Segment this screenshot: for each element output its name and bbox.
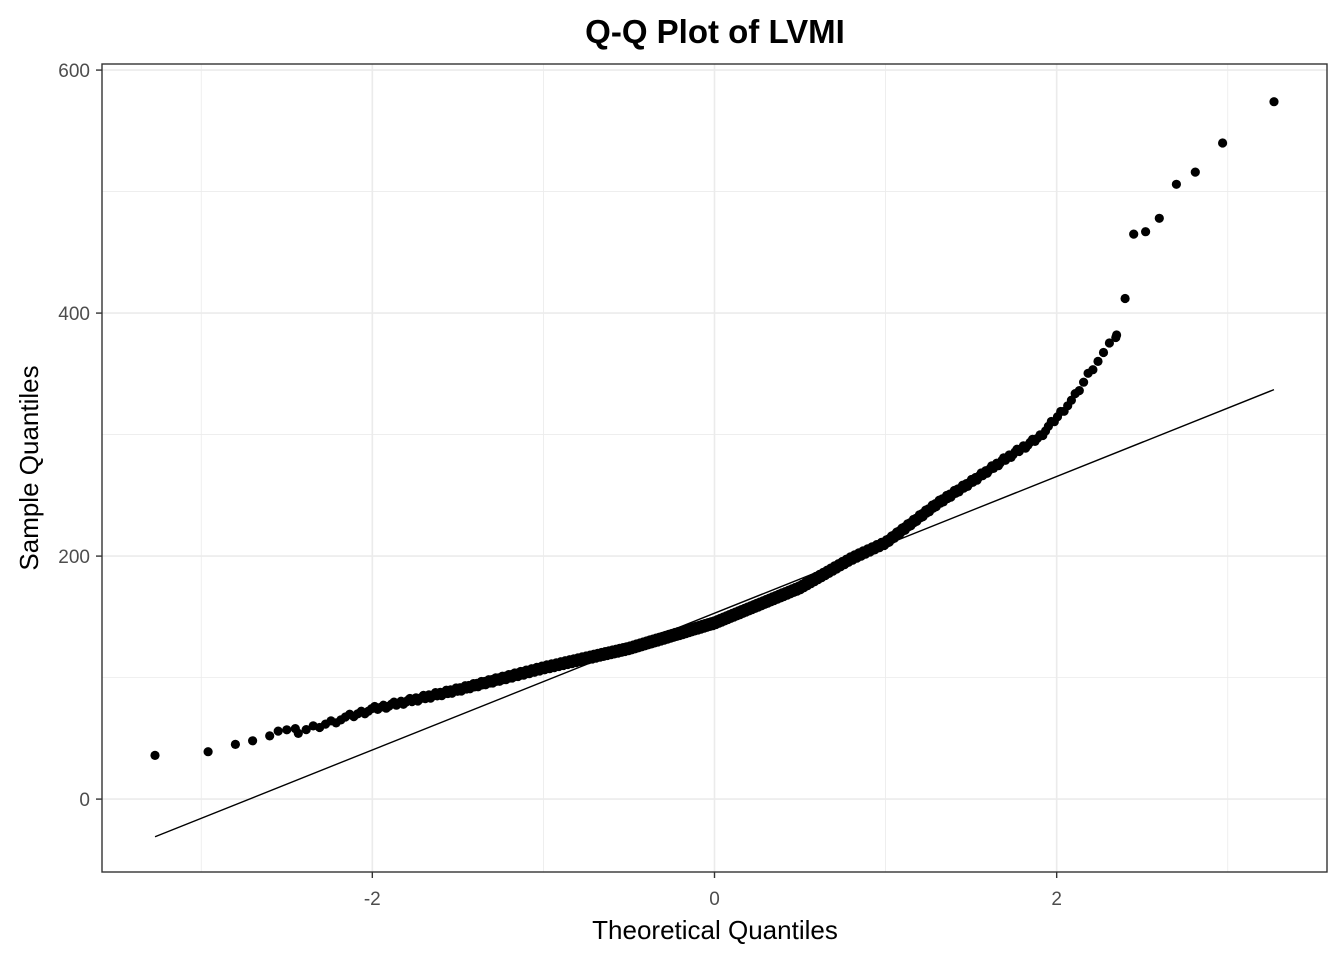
qq-point	[230, 739, 240, 750]
x-tick-label: 2	[1051, 889, 1062, 910]
qq-point	[273, 726, 283, 736]
qq-point	[1088, 365, 1098, 375]
qq-point	[1074, 386, 1084, 396]
y-axis-title: Sample Quantiles	[14, 365, 44, 570]
y-tick-label: 600	[58, 61, 90, 82]
qq-point	[1098, 347, 1109, 358]
qq-point	[203, 747, 213, 757]
major-grid	[102, 64, 1327, 872]
reference-line-layer	[154, 388, 1275, 838]
qq-point	[1190, 167, 1200, 177]
qq-point	[248, 736, 258, 746]
qq-point	[1141, 227, 1151, 237]
qq-point	[265, 731, 275, 741]
qq-point	[1269, 97, 1279, 107]
qq-reference-line	[154, 388, 1275, 838]
x-tick-label: -2	[364, 889, 381, 910]
qq-point	[1093, 356, 1103, 366]
points-layer	[150, 97, 1279, 761]
qq-point	[1218, 138, 1228, 148]
qq-point	[290, 724, 300, 734]
qq-point	[301, 725, 311, 735]
qq-point	[1154, 213, 1164, 223]
qq-point	[1120, 293, 1130, 304]
qq-point	[150, 750, 160, 761]
qq-point	[1104, 338, 1114, 348]
y-axis: 0 200 400 600	[58, 61, 102, 811]
x-axis-title: Theoretical Quantiles	[592, 915, 838, 945]
x-axis: -2 0 2	[364, 872, 1062, 910]
y-tick-label: 400	[58, 304, 90, 325]
y-tick-label: 0	[79, 790, 90, 811]
qq-point	[1171, 179, 1181, 189]
y-tick-label: 200	[58, 547, 90, 568]
x-tick-label: 0	[709, 889, 720, 910]
qq-point	[282, 725, 292, 735]
qq-point	[1112, 330, 1122, 340]
qq-point	[1129, 229, 1139, 239]
qq-point	[1079, 377, 1089, 387]
chart-title: Q-Q Plot of LVMI	[585, 13, 845, 50]
